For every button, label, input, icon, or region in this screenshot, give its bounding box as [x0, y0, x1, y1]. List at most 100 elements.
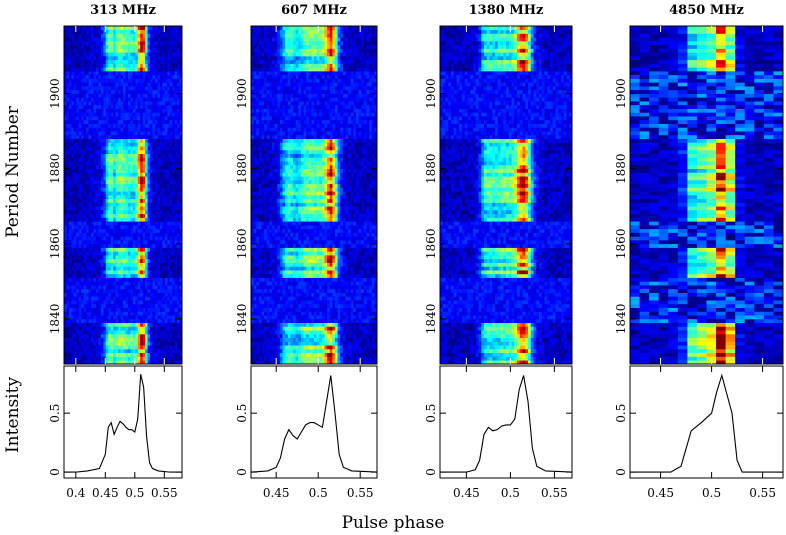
- heatmap-cell: [159, 93, 163, 98]
- heatmap-cell: [145, 134, 148, 139]
- heatmap-cell: [371, 360, 375, 365]
- heatmap-cell: [73, 161, 77, 166]
- heatmap-cell: [164, 262, 168, 267]
- heatmap-cell: [140, 101, 143, 106]
- heatmap-cell: [73, 191, 77, 196]
- heatmap-cell: [83, 116, 87, 121]
- heatmap-cell: [98, 198, 102, 203]
- heatmap-cell: [142, 41, 146, 46]
- heatmap-cell: [361, 356, 365, 361]
- heatmap-cell: [88, 281, 92, 286]
- heatmap-cell: [266, 348, 270, 354]
- heatmap-cell: [115, 326, 119, 331]
- heatmap-cell: [261, 330, 265, 335]
- heatmap-cell: [145, 292, 148, 297]
- heatmap-cell: [86, 48, 89, 53]
- heatmap-cell: [152, 131, 156, 136]
- heatmap-cell: [174, 292, 178, 297]
- heatmap-cell: [123, 104, 126, 109]
- heatmap-cell: [88, 303, 92, 308]
- heatmap-cell: [154, 341, 158, 346]
- heatmap-cell: [179, 281, 183, 286]
- heatmap-cell: [169, 348, 173, 354]
- heatmap-cell: [66, 345, 70, 350]
- heatmap-cell: [88, 326, 92, 331]
- heatmap-cell: [152, 195, 156, 200]
- heatmap-cell: [113, 183, 116, 188]
- heatmap-cell: [169, 210, 173, 215]
- heatmap-cell: [169, 232, 173, 237]
- heatmap-cell: [145, 59, 148, 64]
- heatmap-cell: [123, 285, 126, 290]
- heatmap-cell: [64, 59, 67, 64]
- heatmap-cell: [88, 67, 92, 72]
- heatmap-cell: [118, 119, 121, 124]
- heatmap-cell: [110, 243, 114, 248]
- heatmap-cell: [258, 333, 262, 339]
- heatmap-cell: [103, 318, 107, 323]
- heatmap-cell: [81, 127, 84, 132]
- heatmap-cell: [64, 360, 67, 365]
- heatmap-cell: [303, 326, 307, 331]
- heatmap-cell: [127, 213, 131, 218]
- heatmap-cell: [295, 345, 299, 350]
- heatmap-cell: [100, 258, 104, 263]
- heatmap-cell: [95, 300, 99, 305]
- heatmap-cell: [300, 348, 304, 354]
- heatmap-cell: [335, 352, 338, 357]
- heatmap-cell: [316, 337, 320, 342]
- heatmap-cell: [91, 33, 94, 38]
- heatmap-cell: [303, 318, 307, 323]
- heatmap-cell: [152, 213, 156, 218]
- heatmap-cell: [78, 198, 82, 203]
- heatmap-cell: [167, 288, 171, 293]
- heatmap-cell: [95, 221, 99, 226]
- heatmap-cell: [120, 119, 124, 124]
- heatmap-cell: [95, 307, 99, 312]
- heatmap-cell: [145, 345, 148, 350]
- heatmap-cell: [172, 33, 175, 38]
- heatmap-cell: [113, 251, 116, 256]
- heatmap-cell: [172, 228, 175, 233]
- heatmap-cell: [93, 303, 97, 308]
- heatmap-cell: [93, 172, 97, 177]
- heatmap-cell: [167, 63, 171, 68]
- heatmap-cell: [179, 108, 183, 113]
- heatmap-cell: [103, 134, 107, 139]
- heatmap-cell: [78, 179, 82, 185]
- heatmap-cell: [152, 138, 156, 143]
- heatmap-cell: [78, 134, 82, 139]
- heatmap-cell: [66, 213, 70, 218]
- heatmap-cell: [140, 149, 143, 154]
- heatmap-cell: [154, 206, 158, 211]
- heatmap-cell: [147, 303, 151, 308]
- heatmap-cell: [179, 300, 183, 305]
- heatmap-cell: [105, 101, 109, 106]
- heatmap-cell: [135, 326, 139, 331]
- heatmap-cell: [337, 345, 341, 350]
- heatmap-cell: [135, 149, 139, 154]
- heatmap-cell: [76, 273, 80, 278]
- heatmap-cell: [81, 44, 84, 49]
- heatmap-cell: [115, 273, 119, 278]
- heatmap-cell: [295, 315, 299, 320]
- heatmap-cell: [91, 131, 94, 136]
- heatmap-cell: [113, 119, 116, 124]
- heatmap-cell: [150, 315, 153, 320]
- heatmap-cell: [167, 131, 171, 136]
- heatmap-cell: [83, 236, 87, 241]
- heatmap-cell: [76, 243, 80, 248]
- heatmap-cell: [256, 352, 260, 357]
- heatmap-cell: [105, 221, 109, 226]
- heatmap-cell: [295, 337, 299, 342]
- heatmap-cell: [256, 330, 260, 335]
- heatmap-cell: [145, 67, 148, 72]
- heatmap-cell: [73, 296, 77, 301]
- heatmap-cell: [135, 232, 139, 237]
- heatmap-cell: [105, 210, 109, 215]
- heatmap-cell: [71, 59, 75, 64]
- heatmap-cell: [108, 198, 112, 203]
- heatmap-cell: [100, 161, 104, 166]
- heatmap-cell: [127, 330, 131, 335]
- heatmap-cell: [98, 164, 102, 170]
